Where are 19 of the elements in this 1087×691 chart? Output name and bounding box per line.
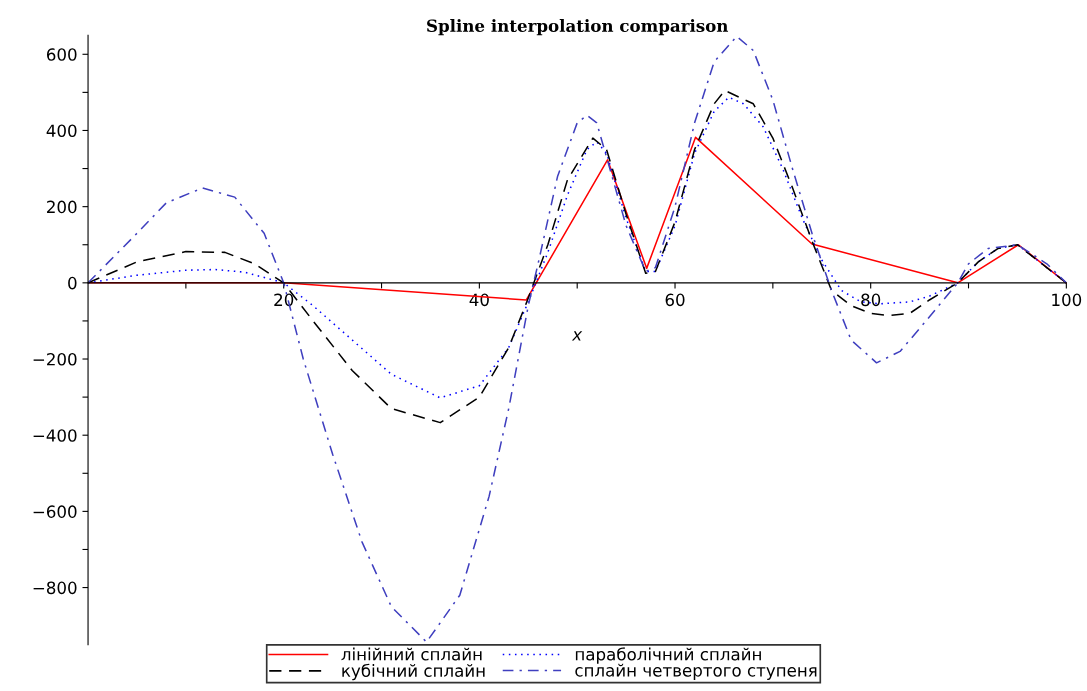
- x-tick-label: 80: [861, 293, 881, 307]
- x-axis-title: x: [571, 331, 583, 341]
- y-tick-label: 200: [47, 200, 77, 214]
- y-tick-label: 600: [46, 48, 77, 61]
- legend-label: кубічний сплайн: [342, 663, 485, 681]
- chart-title: Spline interpolation comparison: [427, 19, 729, 36]
- x-tick-label: 40: [469, 293, 489, 307]
- legend-label: параболічний сплайн: [575, 647, 761, 664]
- y-tick-label: −400: [33, 429, 77, 442]
- x-tick-label: 60: [665, 293, 685, 307]
- y-tick-label: −200: [33, 352, 77, 366]
- legend-label: сплайн четвертого ступеня: [575, 663, 817, 680]
- legend-label: лінійний сплайн: [341, 647, 482, 661]
- y-tick-label: 0: [68, 276, 77, 290]
- y-tick-label: 400: [46, 124, 77, 138]
- y-tick-label: −600: [33, 505, 77, 518]
- y-tick-label: −800: [33, 581, 77, 595]
- x-tick-label: 20: [274, 293, 294, 307]
- x-tick-label: 100: [1052, 293, 1082, 307]
